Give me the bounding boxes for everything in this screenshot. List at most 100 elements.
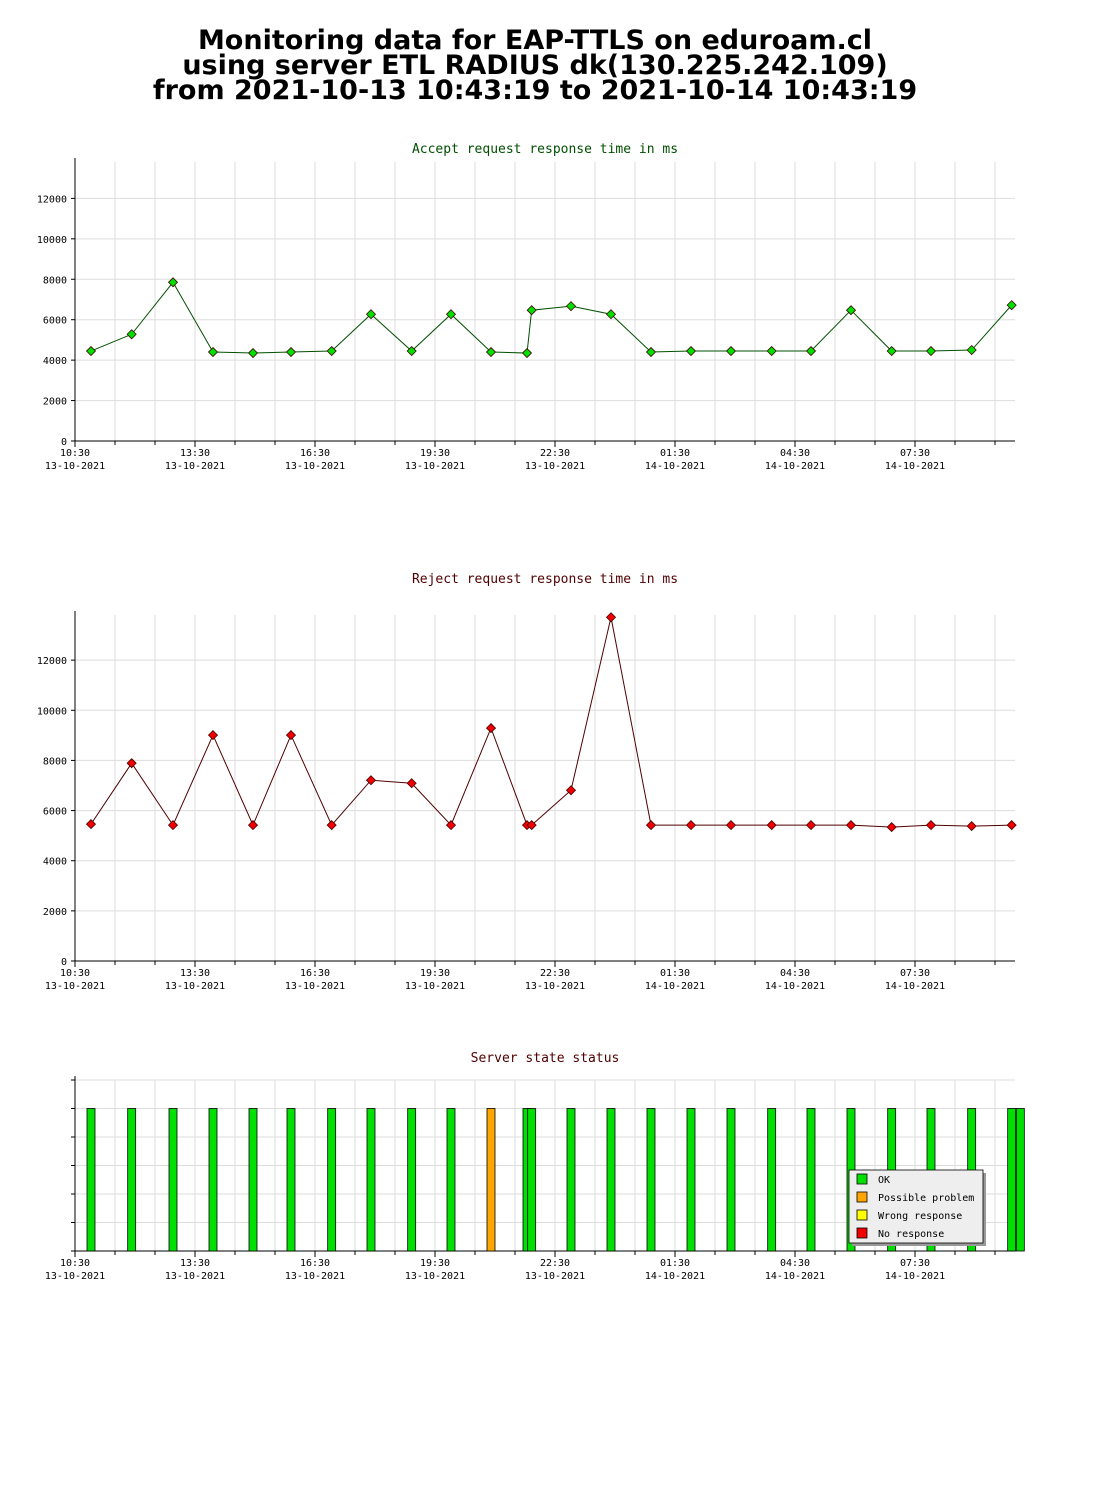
data-point [605, 309, 617, 320]
y-tick-label: 12000 [37, 656, 67, 667]
data-point [126, 329, 137, 340]
status-bar [767, 1108, 777, 1252]
data-point [725, 345, 737, 357]
x-tick-label: 13:30 13-10-2021 [164, 448, 226, 472]
status-bar [407, 1108, 417, 1252]
data-point [766, 345, 777, 357]
chart-title: Reject request response time in ms [412, 572, 678, 587]
data-point [685, 820, 697, 831]
data-point [925, 345, 937, 357]
x-tick-label: 07:30 14-10-2021 [884, 1258, 946, 1282]
status-bar [1007, 1108, 1017, 1252]
legend [848, 1169, 984, 1244]
data-point [247, 347, 259, 359]
y-tick-label: 6000 [43, 316, 67, 327]
x-tick-label: 19:30 13-10-2021 [404, 968, 466, 992]
data-point [966, 821, 977, 832]
y-tick-label: 6000 [43, 807, 67, 818]
status-bar [86, 1108, 96, 1252]
chart-title: Accept request response time in ms [412, 142, 678, 157]
data-point [886, 822, 897, 833]
x-tick-label: 16:30 13-10-2021 [284, 1258, 346, 1282]
data-point [1006, 820, 1017, 831]
status-bar [168, 1108, 178, 1252]
status-bar [686, 1108, 696, 1252]
y-tick-label: 0 [61, 437, 67, 448]
data-point [406, 778, 417, 789]
chart-title: Server state status [471, 1051, 620, 1066]
data-point [1006, 300, 1017, 311]
status-bar [446, 1108, 456, 1252]
x-tick-label: 13:30 13-10-2021 [164, 968, 226, 992]
status-bar [566, 1108, 576, 1252]
x-tick-label: 22:30 13-10-2021 [524, 448, 586, 472]
data-point [521, 347, 533, 359]
data-point [365, 309, 377, 320]
data-point [565, 301, 577, 312]
status-bar [486, 1108, 496, 1252]
data-point [526, 305, 537, 316]
data-point [966, 344, 977, 356]
x-tick-label: 07:30 14-10-2021 [884, 448, 946, 472]
legend-swatch [856, 1191, 868, 1203]
data-point [886, 345, 897, 357]
x-tick-label: 01:30 14-10-2021 [644, 968, 706, 992]
data-line [90, 281, 1013, 354]
data-point [565, 785, 577, 796]
y-tick-label: 2000 [43, 907, 67, 918]
status-bar [806, 1108, 816, 1252]
data-line [90, 617, 1012, 828]
data-point [526, 820, 537, 831]
data-point [805, 820, 817, 831]
legend-swatch [856, 1227, 868, 1239]
data-point [685, 345, 697, 357]
data-point [207, 730, 219, 741]
status-bar [286, 1108, 296, 1252]
data-point [207, 346, 219, 358]
x-tick-label: 01:30 14-10-2021 [644, 1258, 706, 1282]
data-point [326, 345, 337, 357]
data-point [285, 730, 297, 741]
data-point [167, 277, 179, 288]
data-point [645, 820, 657, 831]
x-tick-label: 13:30 13-10-2021 [164, 1258, 226, 1282]
status-bar [646, 1108, 656, 1252]
page-title: Monitoring data for EAP-TTLS on eduroam.… [197, 25, 873, 56]
status-bar [726, 1108, 736, 1252]
data-point [485, 346, 497, 358]
data-point [445, 820, 457, 831]
data-point [285, 346, 297, 358]
legend-label: OK [878, 1175, 890, 1186]
data-point [326, 820, 337, 831]
data-point [445, 309, 457, 320]
data-point [247, 820, 259, 831]
x-tick-label: 04:30 14-10-2021 [764, 1258, 826, 1282]
data-point [605, 612, 617, 623]
x-tick-label: 16:30 13-10-2021 [284, 448, 346, 472]
x-tick-label: 04:30 14-10-2021 [764, 448, 826, 472]
data-point [805, 345, 817, 357]
data-point [925, 820, 937, 831]
status-bar [327, 1108, 337, 1252]
legend-swatch [856, 1173, 868, 1185]
status-bar [127, 1108, 137, 1252]
status-bar [366, 1108, 376, 1252]
x-tick-label: 10:30 13-10-2021 [44, 1258, 106, 1282]
status-bar [248, 1108, 258, 1252]
x-tick-label: 19:30 13-10-2021 [404, 1258, 466, 1282]
data-point [766, 820, 777, 831]
data-point [645, 346, 657, 358]
page-title: using server ETL RADIUS dk(130.225.242.1… [182, 50, 888, 81]
data-point [485, 723, 497, 734]
y-tick-label: 4000 [43, 857, 67, 868]
y-tick-label: 12000 [37, 194, 67, 205]
legend-label: Possible problem [878, 1193, 974, 1204]
x-tick-label: 16:30 13-10-2021 [284, 968, 346, 992]
x-tick-label: 22:30 13-10-2021 [524, 1258, 586, 1282]
legend-label: No response [878, 1229, 944, 1240]
page-title: from 2021-10-13 10:43:19 to 2021-10-14 1… [152, 75, 918, 106]
status-bar [1015, 1108, 1025, 1252]
legend-label: Wrong response [878, 1211, 962, 1222]
